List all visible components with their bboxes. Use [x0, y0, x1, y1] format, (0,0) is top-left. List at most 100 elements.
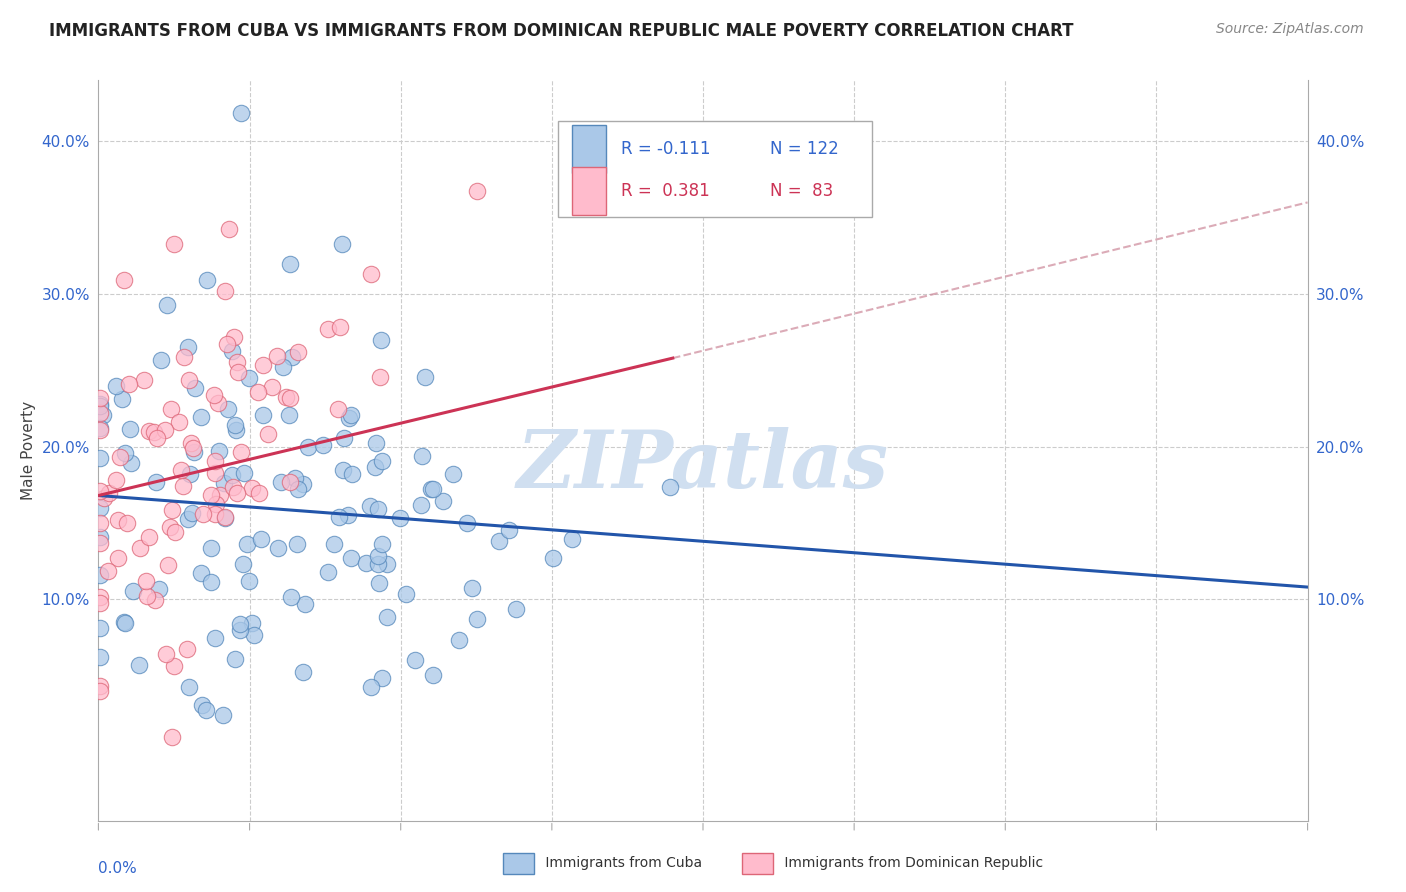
Point	[226, 355, 249, 369]
FancyBboxPatch shape	[558, 121, 872, 218]
Point	[93, 491, 115, 505]
Point	[498, 523, 520, 537]
Point	[190, 409, 212, 424]
Point	[172, 479, 194, 493]
Text: 0.0%: 0.0%	[98, 862, 138, 876]
Point	[121, 456, 143, 470]
Point	[224, 652, 246, 666]
Point	[183, 445, 205, 459]
Point	[156, 298, 179, 312]
Point	[371, 671, 394, 685]
Point	[138, 530, 160, 544]
Point	[360, 680, 382, 694]
Point	[89, 649, 111, 664]
Point	[242, 628, 264, 642]
Point	[181, 506, 204, 520]
Point	[225, 424, 247, 438]
Point	[143, 593, 166, 607]
Point	[236, 537, 259, 551]
Point	[441, 467, 464, 481]
Point	[340, 467, 363, 482]
Point	[135, 589, 157, 603]
Point	[238, 370, 260, 384]
Point	[156, 558, 179, 572]
Point	[134, 373, 156, 387]
Point	[229, 616, 252, 631]
Point	[364, 460, 387, 475]
Point	[224, 418, 246, 433]
Point	[89, 516, 111, 530]
Point	[276, 390, 298, 404]
Point	[162, 730, 184, 744]
Point	[252, 359, 274, 373]
Point	[221, 344, 243, 359]
Point	[122, 584, 145, 599]
Point	[204, 507, 226, 521]
Point	[561, 532, 583, 546]
Point	[177, 512, 200, 526]
Point	[332, 431, 354, 445]
Point	[89, 421, 111, 435]
Point	[228, 365, 250, 379]
Point	[465, 612, 488, 626]
Point	[212, 475, 235, 490]
Point	[89, 397, 111, 411]
Point	[360, 267, 382, 281]
Point	[148, 582, 170, 597]
Point	[395, 587, 418, 601]
Point	[375, 558, 398, 572]
Point	[238, 574, 260, 588]
Point	[371, 536, 394, 550]
Point	[222, 480, 245, 494]
Point	[214, 509, 236, 524]
Point	[177, 373, 200, 387]
Point	[323, 537, 346, 551]
Point	[112, 615, 135, 630]
Point	[278, 391, 301, 405]
Point	[195, 703, 218, 717]
Point	[278, 475, 301, 489]
Point	[328, 510, 350, 524]
Point	[89, 483, 111, 498]
Point	[98, 485, 121, 500]
Point	[108, 450, 131, 464]
Point	[107, 551, 129, 566]
Point	[285, 537, 308, 551]
Point	[368, 369, 391, 384]
Point	[367, 558, 389, 572]
Point	[311, 438, 333, 452]
Point	[229, 106, 252, 120]
Point	[89, 596, 111, 610]
Point	[271, 360, 294, 375]
Point	[202, 388, 225, 402]
Point	[283, 470, 305, 484]
Point	[190, 566, 212, 581]
Text: R = -0.111: R = -0.111	[621, 140, 710, 158]
Y-axis label: Male Poverty: Male Poverty	[21, 401, 37, 500]
Point	[153, 423, 176, 437]
Point	[247, 485, 270, 500]
Point	[173, 350, 195, 364]
Point	[177, 340, 200, 354]
Point	[193, 507, 215, 521]
Point	[364, 435, 387, 450]
Point	[89, 399, 111, 413]
Point	[89, 679, 111, 693]
Point	[114, 616, 136, 631]
Point	[89, 406, 111, 420]
FancyBboxPatch shape	[572, 125, 606, 173]
Point	[432, 494, 454, 508]
Point	[160, 402, 183, 417]
Point	[388, 511, 411, 525]
Point	[354, 557, 377, 571]
FancyBboxPatch shape	[572, 168, 606, 215]
Point	[89, 591, 111, 605]
Point	[183, 441, 205, 455]
Point	[145, 475, 167, 490]
Point	[240, 482, 263, 496]
Point	[128, 657, 150, 672]
Point	[330, 237, 353, 252]
Point	[249, 532, 271, 546]
Point	[232, 558, 254, 572]
Point	[169, 415, 191, 429]
